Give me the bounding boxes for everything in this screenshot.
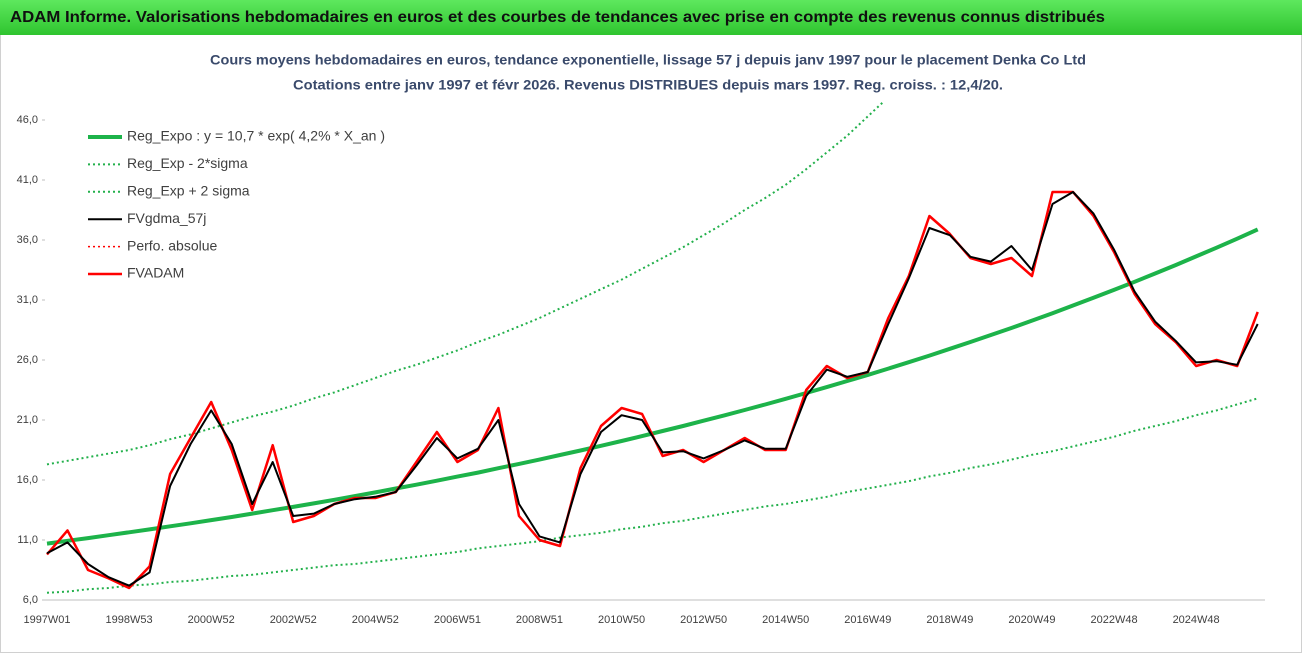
x-tick-label: 1997W01 [23, 614, 70, 626]
header-title: ADAM Informe. Valorisations hebdomadaire… [10, 9, 1105, 26]
chart-subtitle: Cotations entre janv 1997 et févr 2026. … [293, 77, 1003, 93]
x-tick-label: 2010W50 [598, 614, 645, 626]
y-tick-label: 16,0 [17, 474, 38, 486]
plot [46, 102, 1259, 594]
legend-label: Reg_Expo : y = 10,7 * exp( 4,2% * X_an ) [127, 128, 385, 144]
legend-label: Perfo. absolue [127, 237, 217, 253]
y-tick-label: 31,0 [17, 294, 38, 306]
x-tick-label: 2014W50 [762, 614, 809, 626]
legend-label: Reg_Exp - 2*sigma [127, 155, 248, 171]
x-tick-label: 2006W51 [434, 614, 481, 626]
chart-title: Cours moyens hebdomadaires en euros, ten… [210, 52, 1086, 68]
y-tick-label: 46,0 [17, 114, 38, 126]
y-tick-label: 11,0 [17, 534, 38, 546]
series-line [46, 397, 1258, 594]
x-tick-label: 2016W49 [844, 614, 891, 626]
x-tick-label: 2018W49 [926, 614, 973, 626]
legend-label: FVgdma_57j [127, 210, 206, 226]
series-line [46, 191, 1259, 587]
x-tick-label: 2012W50 [680, 614, 727, 626]
x-tick-label: 2008W51 [516, 614, 563, 626]
x-tick-label: 2024W48 [1173, 614, 1220, 626]
x-tick-label: 1998W53 [106, 614, 153, 626]
x-tick-label: 2020W49 [1008, 614, 1055, 626]
series-line [46, 102, 885, 466]
legend-label: Reg_Exp + 2 sigma [127, 183, 250, 199]
y-tick-label: 41,0 [17, 174, 38, 186]
y-tick-label: 6,0 [23, 594, 38, 606]
y-tick-label: 36,0 [17, 234, 38, 246]
x-tick-label: 2000W52 [188, 614, 235, 626]
legend-label: FVADAM [127, 265, 184, 281]
x-tick-label: 2022W48 [1090, 614, 1137, 626]
header-bar [0, 0, 1302, 35]
x-tick-label: 2004W52 [352, 614, 399, 626]
y-tick-label: 26,0 [17, 354, 38, 366]
x-tick-label: 2002W52 [270, 614, 317, 626]
y-tick-label: 21,0 [17, 414, 38, 426]
